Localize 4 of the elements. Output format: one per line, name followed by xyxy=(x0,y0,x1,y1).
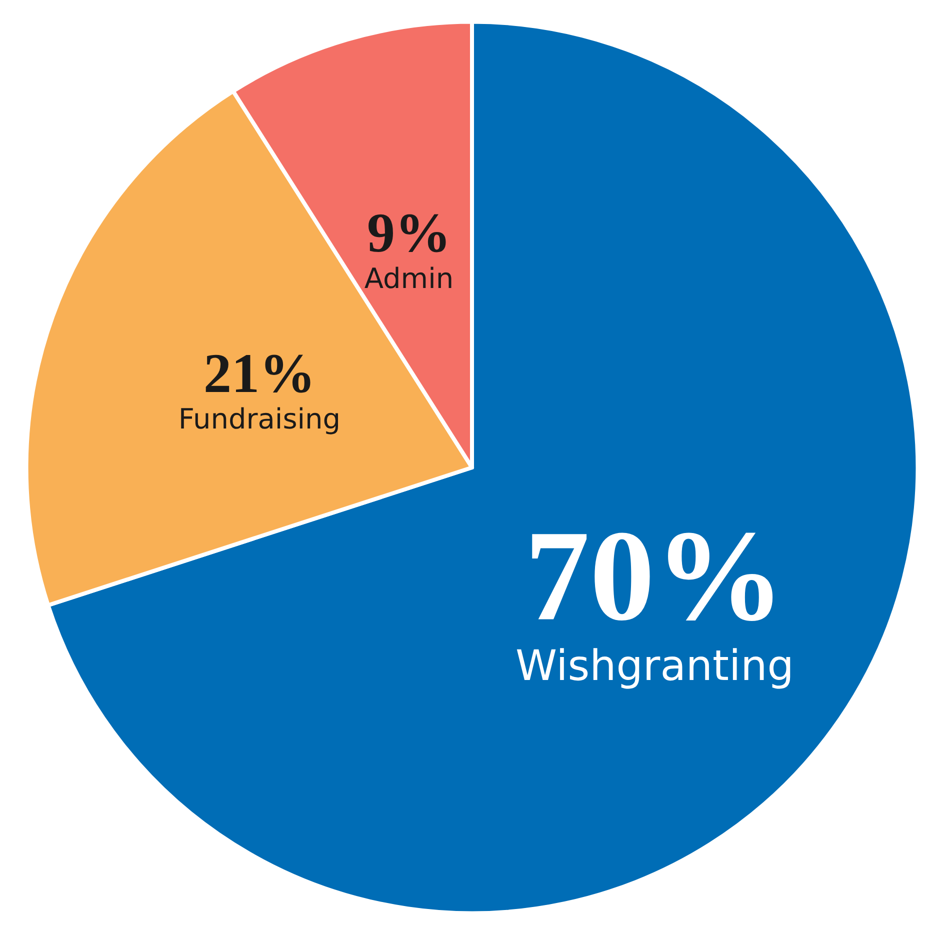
slice-label: Fundraising xyxy=(178,402,341,436)
slice-label: Admin xyxy=(364,262,454,296)
data-label: 21% xyxy=(203,342,316,405)
data-label: 9% xyxy=(366,202,451,265)
